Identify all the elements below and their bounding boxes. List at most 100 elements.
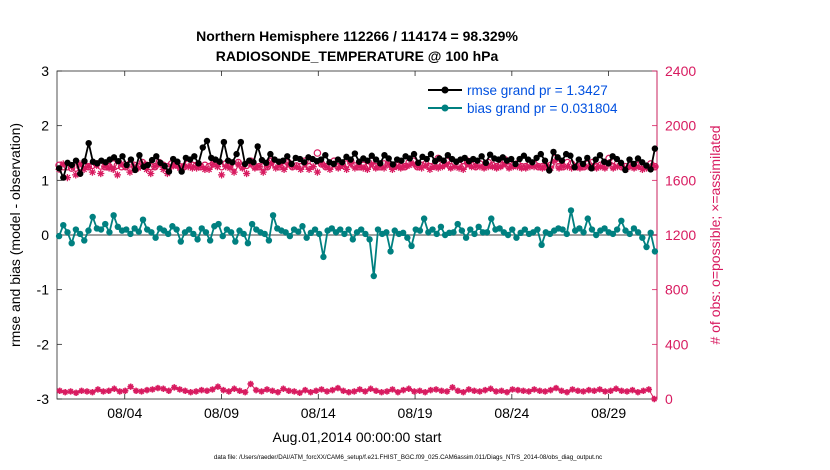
- obs-low-point: [476, 388, 483, 395]
- obs-low-point: [72, 389, 80, 397]
- obs-low-point: [492, 388, 500, 395]
- rmse-point: [596, 151, 604, 159]
- obs-assimilated-point: [226, 164, 234, 172]
- y-right-tick-label: 1600: [665, 172, 696, 188]
- bias-point: [601, 225, 608, 232]
- obs-assimilated-point: [472, 163, 480, 171]
- x-tick-label: 08/24: [494, 405, 529, 421]
- obs-low-point: [149, 386, 156, 393]
- obs-low-point: [547, 386, 554, 394]
- rmse-point: [317, 156, 325, 163]
- y-axis-right: 0 400 800 1200 1600 2000 2400: [652, 63, 696, 407]
- rmse-point: [165, 168, 173, 175]
- obs-assimilated-point: [476, 163, 484, 171]
- obs-assimilated-point: [72, 171, 80, 179]
- obs-assimilated-point: [555, 164, 563, 172]
- obs-low-point: [536, 387, 543, 394]
- rmse-point: [322, 151, 329, 159]
- rmse-point: [284, 153, 291, 160]
- rmse-point: [110, 154, 118, 161]
- rmse-point: [262, 159, 270, 167]
- obs-low-point: [345, 388, 353, 396]
- bias-point: [504, 231, 512, 239]
- rmse-point: [630, 160, 637, 168]
- rmse-point: [279, 157, 287, 164]
- obs-assimilated-point: [434, 164, 442, 172]
- obs-assimilated-point: [117, 160, 126, 168]
- bias-point: [337, 226, 344, 233]
- rmse-point: [385, 155, 392, 162]
- obs-assimilated-point: [563, 163, 572, 171]
- rmse-point: [347, 156, 354, 163]
- bias-point: [97, 226, 105, 233]
- obs-low-point: [471, 387, 478, 394]
- y-axis-left-label: rmse and bias (model - observation): [7, 123, 23, 347]
- rmse-point: [537, 150, 545, 158]
- obs-assimilated-point: [263, 163, 272, 171]
- obs-assimilated-point: [172, 161, 180, 169]
- obs-assimilated-point: [76, 160, 84, 168]
- obs-low-point: [541, 388, 549, 395]
- obs-assimilated-point: [651, 163, 659, 171]
- obs-assimilated-point: [251, 164, 259, 172]
- bias-point: [521, 226, 529, 233]
- obs-low-point: [171, 384, 178, 391]
- bias-point: [626, 230, 633, 238]
- obs-assimilated-point: [626, 163, 634, 171]
- obs-assimilated-point: [192, 164, 201, 172]
- bias-point: [244, 240, 252, 247]
- bias-point: [328, 225, 336, 232]
- obs-assimilated-point: [292, 163, 301, 171]
- obs-assimilated-point: [376, 163, 384, 171]
- y-left-tick-label: 0: [41, 227, 49, 243]
- obs-low-point: [389, 386, 396, 393]
- obs-assimilated-point: [601, 164, 609, 172]
- bias-point: [114, 223, 122, 230]
- obs-assimilated-point: [426, 165, 434, 173]
- obs-low-point: [198, 386, 205, 394]
- obs-low-point: [591, 387, 598, 394]
- obs-assimilated-point: [517, 164, 526, 172]
- obs-assimilated-point: [501, 160, 509, 168]
- rmse-point: [127, 156, 135, 163]
- rmse-point: [427, 150, 435, 158]
- obs-assimilated-point: [317, 160, 326, 168]
- bias-point: [433, 230, 440, 238]
- rmse-point: [377, 160, 384, 167]
- obs-assimilated-point: [447, 164, 455, 172]
- obs-low-point: [618, 387, 625, 394]
- series-bias: [55, 207, 659, 280]
- obs-assimilated-point: [592, 164, 601, 172]
- obs-low-point: [209, 386, 216, 393]
- rmse-point: [533, 154, 540, 162]
- obs-assimilated-point: [234, 160, 242, 168]
- obs-assimilated-point: [538, 164, 547, 172]
- rmse-point: [153, 153, 160, 160]
- obs-assimilated-point: [63, 174, 72, 182]
- bias-point: [634, 229, 642, 236]
- obs-assimilated-point: [280, 165, 288, 173]
- bias-point: [618, 217, 625, 224]
- obs-low-point: [187, 388, 194, 396]
- bias-point: [387, 248, 394, 255]
- obs-low-point: [596, 386, 603, 393]
- obs-low-point: [427, 386, 434, 394]
- obs-low-point: [258, 388, 265, 395]
- obs-low-point: [612, 385, 620, 392]
- y-axis-left: -3 -2 -1 0 1 2 3: [37, 63, 62, 407]
- bias-point: [311, 226, 319, 233]
- obs-low-point: [312, 387, 320, 394]
- obs-assimilated-point: [522, 164, 530, 172]
- obs-low-point: [449, 384, 456, 391]
- obs-assimilated-point: [438, 163, 447, 171]
- rmse-point: [634, 155, 642, 162]
- rmse-point: [571, 164, 578, 171]
- rmse-point: [161, 162, 168, 170]
- bias-point: [185, 226, 193, 233]
- obs-assimilated-point: [467, 163, 476, 171]
- rmse-point: [178, 168, 185, 175]
- bias-point: [232, 238, 239, 245]
- obs-low-point: [301, 386, 309, 394]
- obs-low-point: [585, 386, 593, 394]
